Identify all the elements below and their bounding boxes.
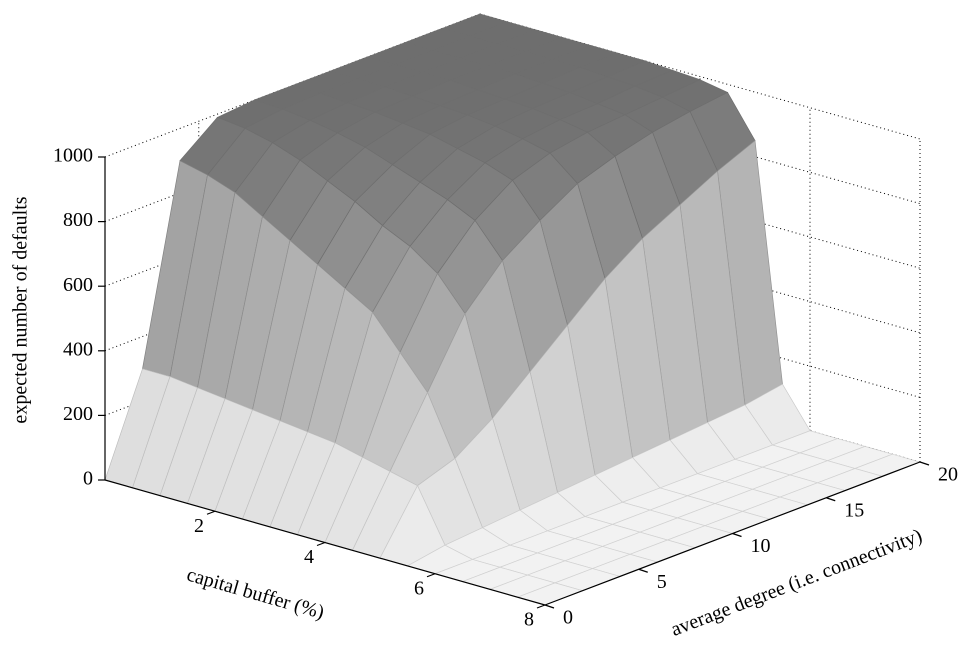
tick-mark [732,532,742,538]
y-tick-label: 10 [751,535,771,557]
tick-mark [536,604,546,609]
tick-mark [426,573,436,578]
z-axis-label: expected number of defaults [10,196,32,423]
axes: 0 200 400 600 800 1000 2 4 6 8 0 5 10 15 20 [53,145,958,631]
z-tick-label: 800 [63,209,93,231]
z-tick-label: 200 [63,403,93,425]
tick-mark [919,461,930,466]
x-tick-label: 6 [414,577,424,599]
x-tick-label: 8 [524,609,534,631]
tick-mark [826,497,836,502]
tick-mark [316,541,326,547]
tick-mark [544,604,555,609]
tick-mark [638,568,648,573]
x-tick-label: 4 [304,546,314,568]
y-tick-label: 15 [844,499,864,521]
z-tick-label: 1000 [53,145,93,167]
z-tick-label: 0 [83,468,93,490]
y-tick-label: 5 [657,571,667,593]
y-tick-label: 0 [563,607,573,629]
z-tick-label: 600 [63,274,93,296]
z-tick-label: 400 [63,338,93,360]
x-axis-label: capital buffer (%) [184,564,326,624]
tick-mark [206,510,216,515]
surface [104,13,922,606]
x-tick-label: 2 [194,515,204,537]
y-tick-label: 20 [938,464,958,486]
